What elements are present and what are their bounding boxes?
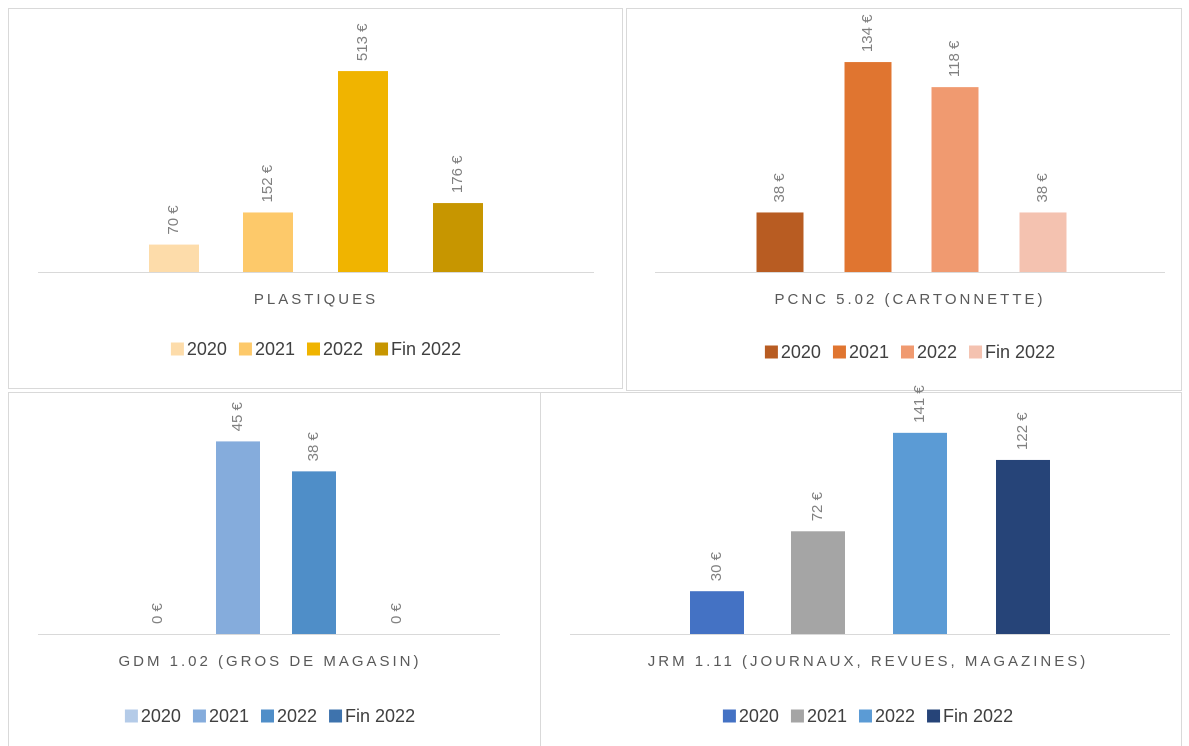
bar bbox=[433, 203, 483, 272]
legend-label: 2020 bbox=[187, 339, 227, 359]
legend-label: Fin 2022 bbox=[985, 342, 1055, 362]
legend-swatch bbox=[832, 345, 846, 359]
bar bbox=[149, 244, 199, 272]
bar bbox=[844, 62, 892, 272]
legend-label: 2021 bbox=[209, 706, 249, 726]
legend-swatch bbox=[192, 709, 206, 723]
bar bbox=[243, 212, 293, 272]
bar bbox=[338, 71, 388, 272]
legend-swatch bbox=[858, 709, 872, 723]
legend-label: 2020 bbox=[781, 342, 821, 362]
panel bbox=[8, 8, 623, 389]
legend-swatch bbox=[124, 709, 138, 723]
bar bbox=[931, 87, 979, 272]
category-label: GDM 1.02 (GROS DE MAGASIN) bbox=[118, 653, 421, 670]
bar bbox=[292, 471, 336, 634]
legend-swatch bbox=[238, 342, 252, 356]
panel bbox=[540, 392, 1182, 746]
category-label: JRM 1.11 (JOURNAUX, REVUES, MAGAZINES) bbox=[648, 653, 1088, 670]
legend-swatch bbox=[306, 342, 320, 356]
value-label: 0 € bbox=[388, 602, 405, 624]
bar bbox=[216, 441, 260, 634]
legend-label: 2022 bbox=[917, 342, 957, 362]
bar bbox=[791, 531, 845, 634]
legend-label: 2022 bbox=[875, 706, 915, 726]
legend-swatch bbox=[170, 342, 184, 356]
legend-label: 2022 bbox=[277, 706, 317, 726]
legend-label: Fin 2022 bbox=[391, 339, 461, 359]
value-label: 72 € bbox=[809, 491, 826, 521]
legend-label: 2021 bbox=[849, 342, 889, 362]
value-label: 38 € bbox=[771, 173, 788, 203]
panel bbox=[626, 8, 1182, 391]
value-label: 513 € bbox=[354, 23, 371, 61]
value-label: 118 € bbox=[946, 40, 963, 77]
legend-swatch bbox=[375, 342, 389, 356]
legend-swatch bbox=[927, 709, 941, 723]
legend-label: Fin 2022 bbox=[943, 706, 1013, 726]
bar bbox=[690, 591, 744, 634]
bar bbox=[996, 459, 1050, 634]
bar bbox=[1019, 212, 1067, 272]
value-label: 38 € bbox=[305, 432, 322, 462]
bar bbox=[756, 212, 804, 272]
value-label: 38 € bbox=[1034, 173, 1051, 203]
legend-swatch bbox=[329, 709, 343, 723]
value-label: 152 € bbox=[259, 164, 276, 202]
category-label: PCNC 5.02 (CARTONNETTE) bbox=[775, 291, 1046, 308]
legend-label: 2021 bbox=[807, 706, 847, 726]
value-label: 141 € bbox=[911, 385, 928, 423]
value-label: 0 € bbox=[149, 602, 166, 624]
legend-label: Fin 2022 bbox=[345, 706, 415, 726]
legend-label: 2020 bbox=[739, 706, 779, 726]
legend-swatch bbox=[790, 709, 804, 723]
legend-label: 2022 bbox=[323, 339, 363, 359]
legend-swatch bbox=[969, 345, 983, 359]
legend-swatch bbox=[260, 709, 274, 723]
legend-label: 2021 bbox=[255, 339, 295, 359]
value-label: 70 € bbox=[165, 205, 182, 235]
value-label: 134 € bbox=[859, 14, 876, 52]
value-label: 30 € bbox=[708, 551, 725, 581]
value-label: 176 € bbox=[449, 155, 466, 193]
value-label: 122 € bbox=[1014, 412, 1031, 450]
legend-swatch bbox=[722, 709, 736, 723]
legend-label: 2020 bbox=[141, 706, 181, 726]
bar bbox=[893, 432, 947, 634]
category-label: PLASTIQUES bbox=[254, 291, 378, 308]
legend-swatch bbox=[764, 345, 778, 359]
value-label: 45 € bbox=[229, 402, 246, 432]
legend-swatch bbox=[900, 345, 914, 359]
